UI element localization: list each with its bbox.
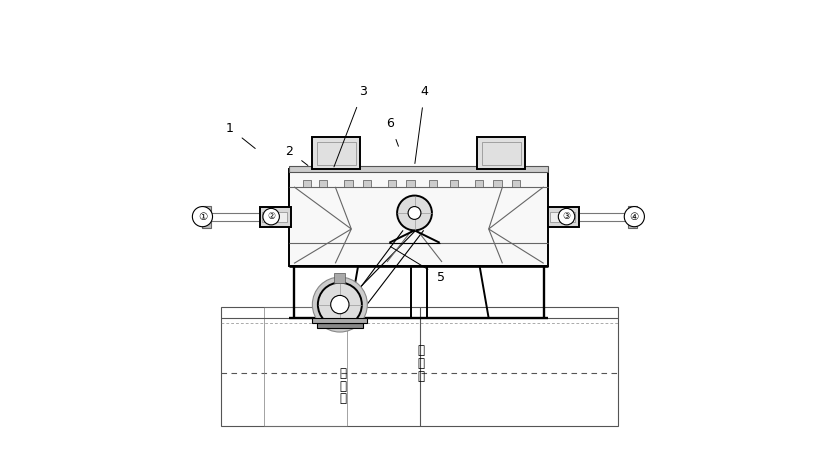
Text: 4: 4 — [415, 85, 428, 164]
Bar — [303, 180, 312, 187]
Bar — [221, 307, 618, 426]
Circle shape — [192, 207, 213, 227]
Text: 液: 液 — [339, 367, 347, 380]
Text: 油: 油 — [339, 393, 347, 405]
Bar — [388, 180, 396, 187]
Circle shape — [318, 283, 362, 327]
Bar — [549, 207, 580, 227]
Bar — [319, 180, 328, 187]
Bar — [290, 166, 549, 172]
Bar — [265, 307, 347, 426]
Text: 3: 3 — [334, 85, 367, 167]
Text: ①: ① — [198, 212, 207, 222]
Circle shape — [624, 207, 644, 227]
Circle shape — [331, 295, 349, 314]
Bar — [628, 206, 637, 228]
Circle shape — [312, 277, 367, 332]
Bar — [363, 180, 371, 187]
Text: 液: 液 — [417, 344, 424, 357]
Bar — [344, 180, 353, 187]
Bar — [475, 180, 483, 187]
Text: 壓: 壓 — [417, 357, 424, 370]
Bar — [477, 137, 525, 169]
Bar — [312, 318, 367, 323]
Text: 1: 1 — [226, 122, 255, 148]
Bar — [317, 323, 363, 328]
Bar — [312, 137, 360, 169]
Text: ②: ② — [267, 212, 276, 221]
Bar — [549, 212, 575, 222]
Bar — [262, 212, 287, 222]
Text: ③: ③ — [563, 212, 570, 221]
Text: ④: ④ — [630, 212, 639, 222]
Bar — [334, 273, 345, 283]
Bar — [449, 180, 458, 187]
Circle shape — [397, 196, 432, 230]
Bar — [260, 207, 291, 227]
Bar — [493, 180, 501, 187]
Bar — [482, 142, 521, 165]
Circle shape — [559, 208, 575, 225]
Text: 壓: 壓 — [339, 380, 347, 393]
Bar — [407, 180, 414, 187]
Bar — [290, 169, 549, 266]
Bar — [429, 180, 438, 187]
Bar — [202, 206, 211, 228]
Bar — [317, 142, 356, 165]
Text: 5: 5 — [391, 246, 444, 284]
Text: 6: 6 — [386, 117, 398, 146]
Circle shape — [408, 207, 421, 219]
Bar — [512, 180, 520, 187]
Circle shape — [263, 208, 280, 225]
Text: 2: 2 — [286, 145, 308, 165]
Text: 油: 油 — [417, 370, 424, 382]
